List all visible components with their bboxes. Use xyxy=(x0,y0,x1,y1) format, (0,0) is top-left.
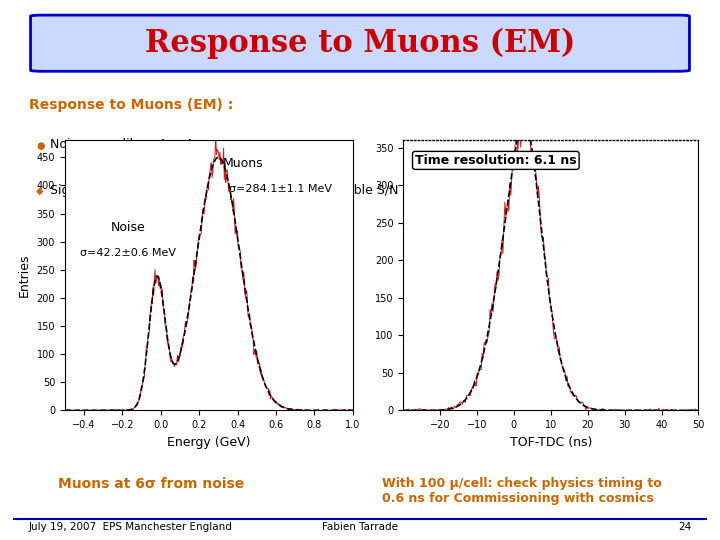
Text: ◆: ◆ xyxy=(36,185,43,195)
Text: Noise goes like ≈Δη×Δφ,: Noise goes like ≈Δη×Δφ, xyxy=(50,138,207,151)
Text: With 100 μ/cell: check physics timing to
0.6 ns for Commissioning with cosmics: With 100 μ/cell: check physics timing to… xyxy=(382,477,662,504)
Text: Muons at 6σ from noise: Muons at 6σ from noise xyxy=(58,477,244,490)
Text: Signal goes like sampling depth   ⇒Most favourable S/N : Middle layer: Signal goes like sampling depth ⇒Most fa… xyxy=(50,184,488,197)
Text: July 19, 2007  EPS Manchester England: July 19, 2007 EPS Manchester England xyxy=(29,522,233,532)
Text: σ=42.2±0.6 MeV: σ=42.2±0.6 MeV xyxy=(80,248,176,259)
FancyBboxPatch shape xyxy=(30,15,690,71)
X-axis label: Energy (GeV): Energy (GeV) xyxy=(167,436,251,449)
Text: σ=284.1±1.1 MeV: σ=284.1±1.1 MeV xyxy=(229,184,333,194)
Text: Response to Muons (EM) :: Response to Muons (EM) : xyxy=(29,98,233,112)
Text: Muons: Muons xyxy=(223,157,264,170)
Text: Noise: Noise xyxy=(111,221,145,234)
X-axis label: TOF-TDC (ns): TOF-TDC (ns) xyxy=(510,436,592,449)
Text: ●: ● xyxy=(36,140,45,151)
Text: Response to Muons (EM): Response to Muons (EM) xyxy=(145,28,575,59)
Y-axis label: Entries: Entries xyxy=(18,254,31,297)
Text: Fabien Tarrade: Fabien Tarrade xyxy=(322,522,398,532)
Text: Time resolution: 6.1 ns: Time resolution: 6.1 ns xyxy=(415,154,577,167)
Text: 24: 24 xyxy=(678,522,691,532)
